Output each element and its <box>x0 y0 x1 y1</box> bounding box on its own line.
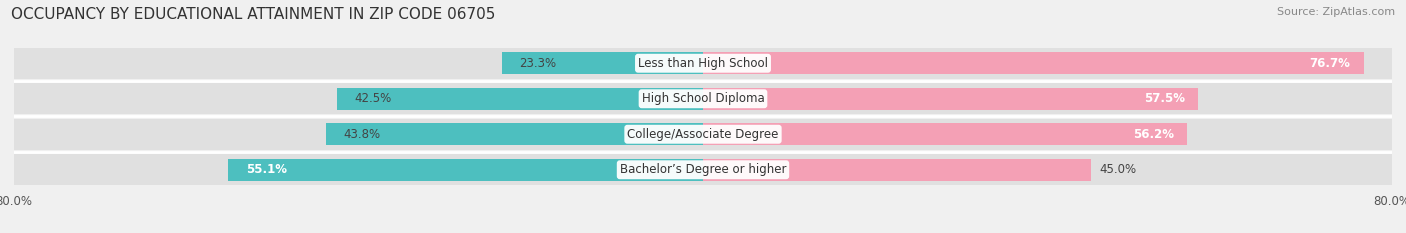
Bar <box>703 52 1364 74</box>
Bar <box>703 88 1198 110</box>
Bar <box>703 159 1091 181</box>
Bar <box>703 123 1187 145</box>
Text: Source: ZipAtlas.com: Source: ZipAtlas.com <box>1277 7 1395 17</box>
Text: 76.7%: 76.7% <box>1310 57 1351 70</box>
Text: 45.0%: 45.0% <box>1099 163 1136 176</box>
Bar <box>337 88 703 110</box>
Text: 55.1%: 55.1% <box>246 163 287 176</box>
Text: 23.3%: 23.3% <box>520 57 557 70</box>
Text: Less than High School: Less than High School <box>638 57 768 70</box>
Text: 57.5%: 57.5% <box>1144 92 1185 105</box>
Bar <box>14 119 1392 150</box>
Text: OCCUPANCY BY EDUCATIONAL ATTAINMENT IN ZIP CODE 06705: OCCUPANCY BY EDUCATIONAL ATTAINMENT IN Z… <box>11 7 496 22</box>
Bar <box>14 48 1392 79</box>
Text: 42.5%: 42.5% <box>354 92 391 105</box>
Text: High School Diploma: High School Diploma <box>641 92 765 105</box>
Bar <box>326 123 703 145</box>
Bar <box>502 52 703 74</box>
Bar <box>229 159 703 181</box>
Text: 56.2%: 56.2% <box>1133 128 1174 141</box>
Text: 43.8%: 43.8% <box>343 128 380 141</box>
Bar <box>14 154 1392 185</box>
Text: College/Associate Degree: College/Associate Degree <box>627 128 779 141</box>
Text: Bachelor’s Degree or higher: Bachelor’s Degree or higher <box>620 163 786 176</box>
Bar <box>14 83 1392 114</box>
